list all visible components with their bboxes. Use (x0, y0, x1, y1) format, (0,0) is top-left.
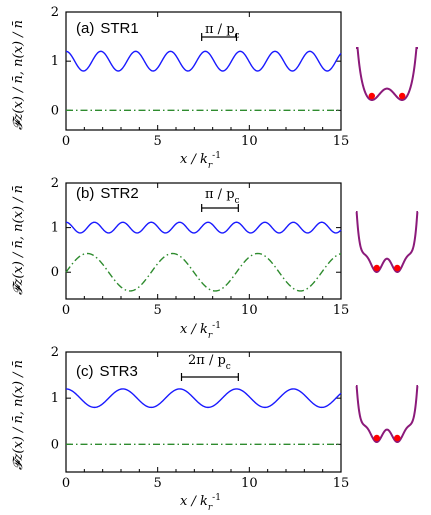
atom-dot (373, 434, 380, 442)
potential-curve (355, 211, 419, 274)
density-series-line (65, 50, 342, 72)
atom-dot (398, 92, 406, 100)
plot-frame (65, 182, 342, 300)
x-tick-label: 10 (241, 134, 258, 149)
x-tick-label: 5 (154, 303, 162, 318)
x-axis-label-b: x / kr-1 (180, 321, 221, 341)
period-annotation-c: 2π / pc (188, 353, 231, 372)
fz-series-line (65, 252, 342, 292)
plot-frame (65, 11, 342, 131)
x-tick-label: 0 (62, 476, 70, 491)
y-tick-label: 2 (51, 345, 59, 360)
x-tick-label: 10 (241, 303, 258, 318)
density-series-line (65, 388, 342, 409)
plot-frame (65, 351, 342, 473)
potential-curve (356, 47, 418, 101)
panel-a: 0 5 10 15 0 1 2 (a) STR1 π / pc x / kr-1 𝓕z(x) … (11, 5, 349, 171)
y-tick-label: 1 (51, 391, 59, 406)
density-series-line (65, 221, 342, 234)
x-tick-label: 15 (333, 303, 350, 318)
y-tick-label: 1 (51, 54, 59, 69)
double-well-potential-inset (356, 47, 418, 101)
x-tick-label: 0 (62, 134, 70, 149)
x-axis-label-c: x / kr-1 (180, 493, 221, 513)
panel-b: 0 5 10 15 0 1 2 (b) STR2 π / pc x / kr-1 𝓕z(x) … (11, 176, 349, 341)
y-tick-label: 0 (51, 437, 59, 452)
y-axis-label-c: 𝓕z(x) / n̄, n(x) / n̄ (11, 360, 26, 470)
y-axis-label-b: 𝓕z(x) / n̄, n(x) / n̄ (11, 185, 26, 295)
period-annotation-a: π / pc (205, 22, 240, 41)
panel-a-label: (a) STR1 (76, 20, 139, 37)
atom-dot (368, 92, 376, 100)
x-tick-label: 10 (241, 476, 258, 491)
y-axis-label-a: 𝓕z(x) / n̄, n(x) / n̄ (11, 20, 26, 130)
x-tick-label: 5 (154, 134, 162, 149)
panel-c: 0 5 10 15 0 1 2 (c) STR3 2π / pc x / kr-1 𝓕z(x)… (11, 345, 349, 513)
y-tick-label: 2 (51, 5, 59, 20)
atom-dot (394, 434, 401, 442)
x-tick-label: 15 (333, 476, 350, 491)
x-axis-label-a: x / kr-1 (180, 151, 221, 171)
y-tick-label: 1 (51, 221, 59, 236)
potential-curve (355, 385, 419, 444)
y-tick-label: 0 (51, 103, 59, 118)
y-tick-label: 2 (51, 176, 59, 191)
atom-dot (394, 264, 401, 272)
panel-b-label: (b) STR2 (76, 185, 139, 202)
period-annotation-b: π / pc (205, 187, 240, 206)
triple-well-potential-inset-c (355, 385, 419, 444)
y-tick-label: 0 (51, 265, 59, 280)
x-tick-label: 15 (333, 134, 350, 149)
x-tick-label: 5 (154, 476, 162, 491)
panel-c-label: (c) STR3 (76, 363, 138, 380)
atom-dot (373, 264, 380, 272)
x-tick-label: 0 (62, 303, 70, 318)
triple-well-potential-inset-b (355, 211, 419, 274)
